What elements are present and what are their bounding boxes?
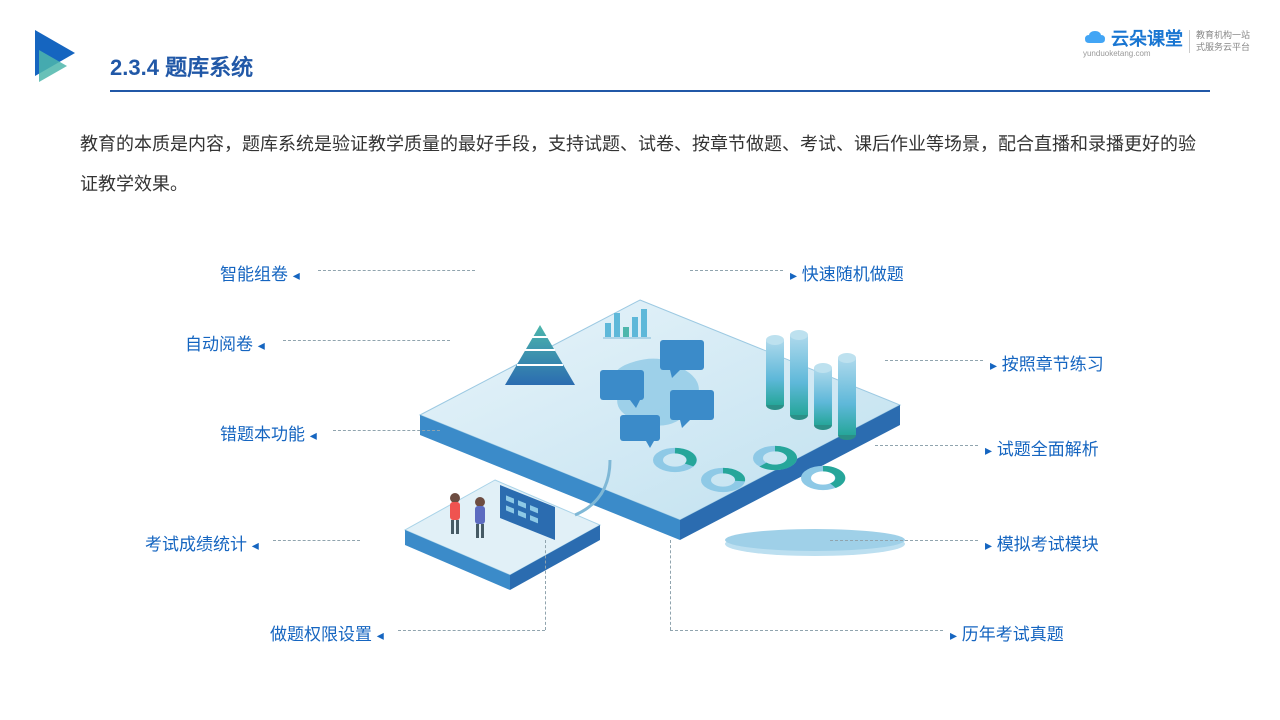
dash	[690, 270, 783, 271]
feature-random: ▸ 快速随机做题	[790, 260, 904, 285]
isometric-illustration	[400, 285, 920, 630]
logo-area: 云朵课堂 yunduoketang.com 教育机构一站 式服务云平台	[1083, 25, 1250, 58]
feature-permission: 做题权限设置 ◂	[270, 620, 384, 645]
feature-history: ▸ 历年考试真题	[950, 620, 1064, 645]
feature-stat: 考试成绩统计 ◂	[145, 530, 259, 555]
feature-chapter: ▸ 按照章节练习	[990, 350, 1104, 375]
dash-v	[545, 540, 546, 630]
logo-icon: 云朵课堂	[1083, 25, 1183, 51]
logo-tagline: 教育机构一站 式服务云平台	[1189, 30, 1250, 53]
feature-auto-grade: 自动阅卷 ◂	[185, 330, 265, 355]
section-number: 2.3.4	[110, 55, 159, 80]
title-section: 2.3.4 题库系统	[110, 50, 1210, 92]
dash	[398, 630, 545, 631]
dash-v	[670, 540, 671, 630]
feature-smart-paper: 智能组卷 ◂	[220, 260, 300, 285]
section-title: 题库系统	[165, 55, 253, 80]
dash	[830, 540, 978, 541]
dash	[283, 340, 450, 341]
description-text: 教育的本质是内容，题库系统是验证教学质量的最好手段，支持试题、试卷、按章节做题、…	[80, 125, 1200, 204]
header-play-icon	[35, 30, 85, 90]
dash	[670, 630, 943, 631]
dash	[318, 270, 475, 271]
feature-wrongbook: 错题本功能 ◂	[220, 420, 317, 445]
dash	[885, 360, 983, 361]
logo-text: 云朵课堂	[1111, 25, 1183, 51]
diagram-area: 智能组卷 ◂ 自动阅卷 ◂ 错题本功能 ◂ 考试成绩统计 ◂ 做题权限设置 ◂ …	[130, 230, 1150, 670]
dash	[333, 430, 440, 431]
title-underline	[110, 90, 1210, 92]
feature-analysis: ▸ 试题全面解析	[985, 435, 1099, 460]
dash	[875, 445, 978, 446]
dash	[273, 540, 360, 541]
feature-mock: ▸ 模拟考试模块	[985, 530, 1099, 555]
